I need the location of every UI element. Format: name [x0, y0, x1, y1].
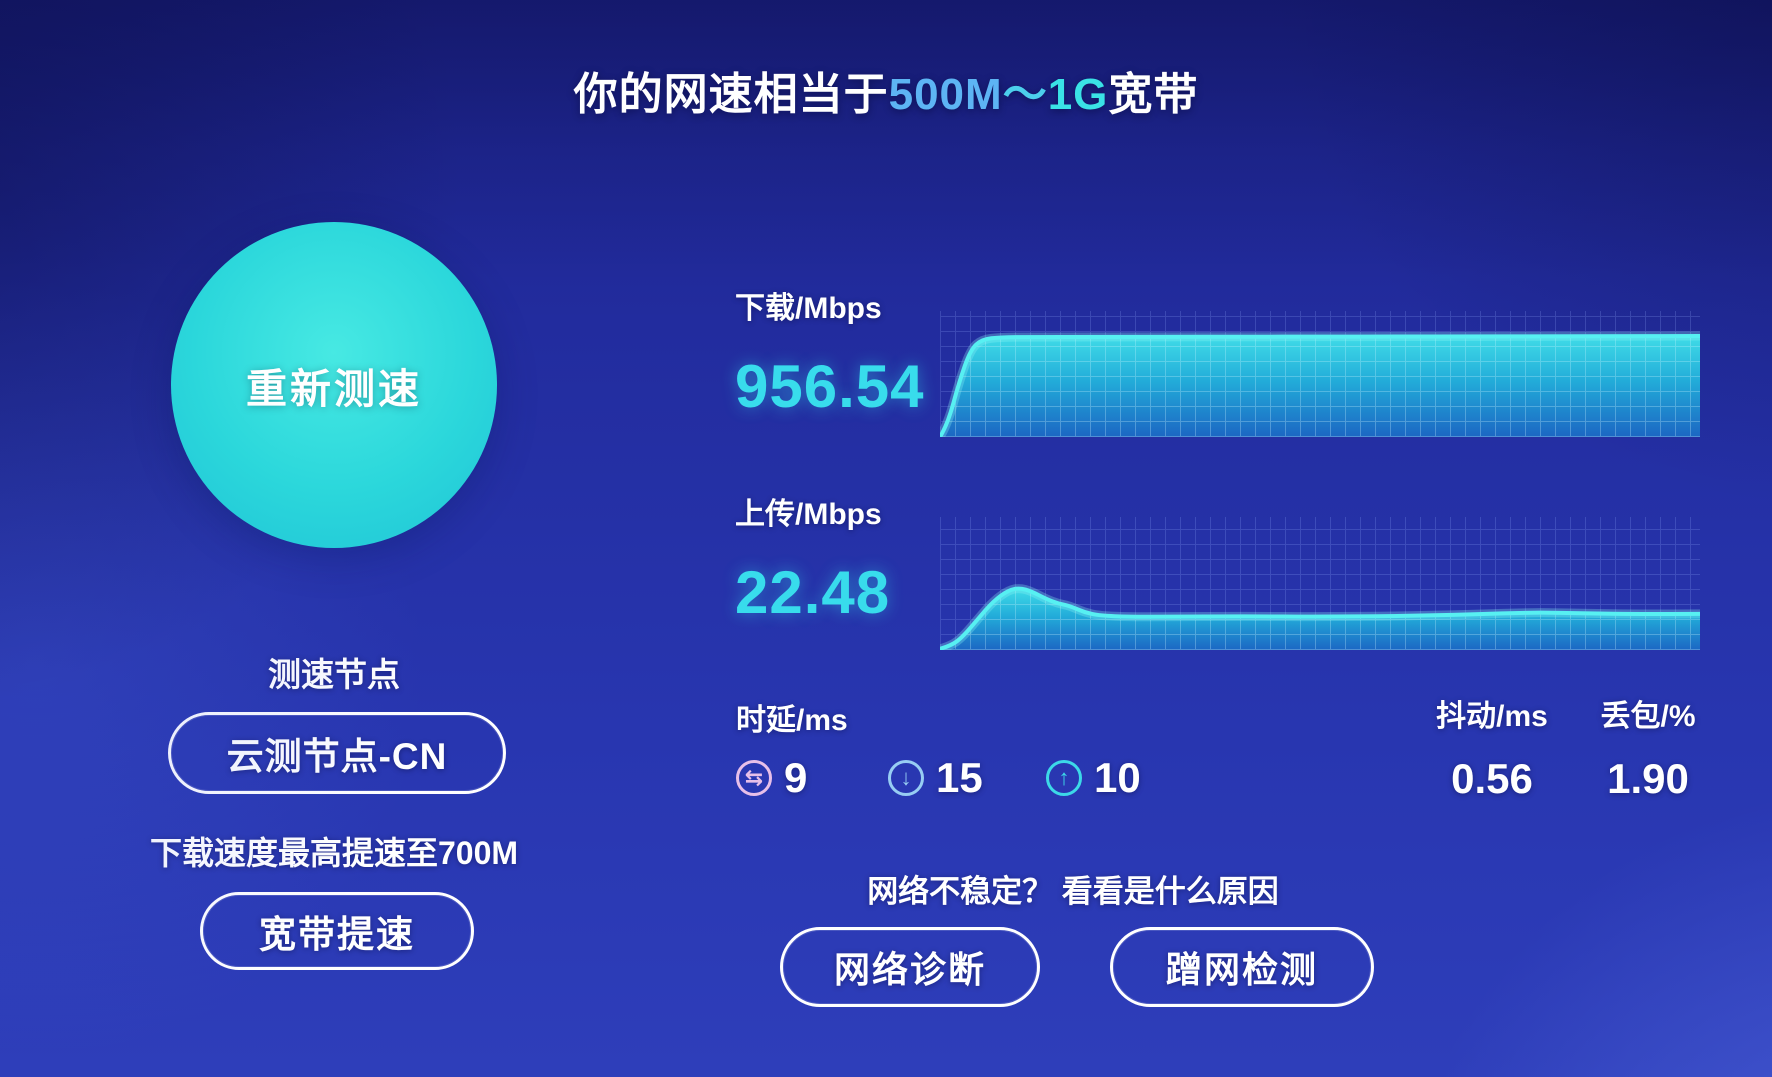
node-select-button[interactable]: 云测节点-CN	[168, 712, 506, 794]
network-diagnose-button[interactable]: 网络诊断	[780, 927, 1040, 1007]
download-value: 956.54	[735, 353, 925, 420]
packet-loss-label: 丢包/%	[1600, 700, 1696, 733]
download-chart	[940, 311, 1700, 437]
network-diagnose-label: 网络诊断	[833, 949, 986, 990]
latency-exchange-stat: ⇆ 9	[736, 754, 808, 801]
latency-upload-value: 10	[1094, 754, 1141, 801]
latency-exchange-icon: ⇆	[736, 760, 772, 796]
latency-exchange-value: 9	[784, 754, 808, 801]
upload-label: 上传/Mbps	[735, 498, 882, 531]
title-highlight-tilde: ～	[1002, 70, 1048, 119]
title-prefix: 你的网速相当于	[573, 70, 889, 119]
jitter-stat: 抖动/ms 0.56	[1408, 691, 1576, 803]
title-highlight-1g: 1G	[1047, 70, 1109, 119]
latency-upload-icon: ↑	[1046, 760, 1082, 796]
title-suffix: 宽带	[1108, 70, 1199, 119]
jitter-value: 0.56	[1451, 755, 1533, 802]
wifi-freeloader-check-button[interactable]: 蹭网检测	[1110, 927, 1374, 1007]
packet-loss-stat: 丢包/% 1.90	[1578, 691, 1718, 803]
network-unstable-text: 网络不稳定？ 看看是什么原因	[867, 874, 1279, 909]
node-section-label: 测速节点	[268, 656, 400, 693]
latency-download-icon: ↓	[888, 760, 924, 796]
upload-chart	[940, 517, 1700, 650]
jitter-label: 抖动/ms	[1436, 700, 1548, 733]
retest-button[interactable]: 重新测速	[171, 222, 497, 548]
boost-promo-text: 下载速度最高提速至700M	[149, 835, 519, 871]
latency-download-value: 15	[936, 754, 983, 801]
page-title: 你的网速相当于500M～1G宽带	[0, 58, 1772, 122]
upload-value: 22.48	[735, 559, 891, 626]
wifi-freeloader-check-label: 蹭网检测	[1165, 949, 1318, 990]
packet-loss-value: 1.90	[1607, 755, 1689, 802]
download-label: 下载/Mbps	[735, 292, 882, 325]
latency-label: 时延/ms	[736, 704, 848, 737]
title-highlight-500m: 500M	[888, 70, 1003, 119]
retest-button-label: 重新测速	[246, 366, 422, 412]
node-select-label: 云测节点-CN	[226, 736, 448, 777]
broadband-boost-button[interactable]: 宽带提速	[200, 892, 474, 970]
latency-download-stat: ↓ 15	[888, 754, 983, 801]
broadband-boost-label: 宽带提速	[259, 914, 415, 955]
latency-upload-stat: ↑ 10	[1046, 754, 1141, 801]
